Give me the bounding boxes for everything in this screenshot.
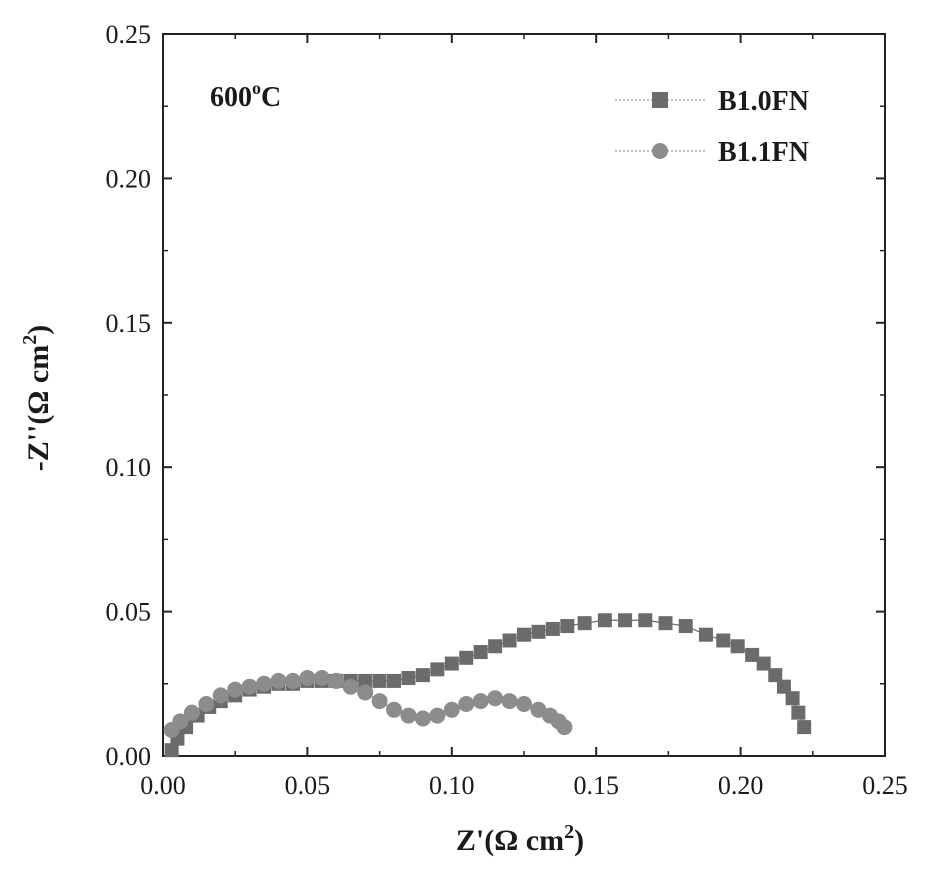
data-point-b10fn	[415, 668, 430, 683]
data-point-b10fn	[597, 613, 612, 628]
data-point-b10fn	[473, 645, 488, 660]
data-point-b10fn	[618, 613, 633, 628]
data-point-b11fn	[313, 670, 330, 687]
data-point-b11fn	[241, 678, 258, 695]
x-tick-label: 0.20	[718, 771, 764, 800]
data-point-b10fn	[776, 679, 791, 694]
data-point-b11fn	[458, 696, 475, 713]
data-point-b11fn	[212, 687, 229, 704]
data-point-b11fn	[198, 696, 215, 713]
data-point-b10fn	[560, 619, 575, 634]
data-point-b10fn	[387, 673, 402, 688]
y-tick-label: 0.15	[106, 309, 152, 338]
data-point-b11fn	[357, 684, 374, 701]
data-point-b11fn	[172, 713, 189, 730]
data-point-b10fn	[372, 673, 387, 688]
data-point-b10fn	[698, 627, 713, 642]
data-point-b10fn	[745, 647, 760, 662]
data-point-b11fn	[429, 707, 446, 724]
data-point-b11fn	[270, 672, 287, 689]
legend-label-b11fn: B1.1FN	[718, 137, 809, 168]
data-point-b11fn	[400, 707, 417, 724]
series-b11fn	[163, 670, 573, 739]
y-axis-title: -Z''(Ω cm2)	[19, 325, 55, 472]
data-point-b10fn	[658, 616, 673, 631]
data-point-b10fn	[768, 668, 783, 683]
data-point-b10fn	[791, 705, 806, 720]
data-point-b10fn	[430, 662, 445, 677]
data-point-b10fn	[785, 691, 800, 706]
data-point-b11fn	[299, 670, 316, 687]
data-point-b11fn	[516, 696, 532, 713]
data-point-b11fn	[227, 681, 244, 698]
x-tick-label: 0.00	[140, 771, 186, 800]
data-point-b11fn	[501, 693, 518, 710]
legend: B1.0FN B1.1FN	[615, 86, 809, 168]
data-point-b10fn	[545, 621, 560, 636]
data-point-b10fn	[459, 650, 474, 665]
data-point-b11fn	[284, 672, 301, 689]
y-tick-label: 0.10	[106, 453, 152, 482]
data-point-b10fn	[577, 616, 592, 631]
data-point-b10fn	[756, 656, 771, 671]
data-point-b11fn	[487, 690, 504, 707]
data-point-b10fn	[678, 619, 693, 634]
data-point-b10fn	[638, 613, 653, 628]
legend-marker-b11fn	[652, 143, 668, 159]
x-tick-label: 0.25	[862, 771, 908, 800]
y-tick-label: 0.00	[106, 742, 152, 771]
data-point-b10fn	[517, 627, 531, 642]
series-layer	[163, 613, 812, 758]
data-point-b10fn	[797, 720, 812, 735]
data-point-b11fn	[472, 693, 489, 710]
x-tick-label: 0.05	[285, 771, 331, 800]
data-point-b11fn	[371, 693, 388, 710]
legend-label-b10fn: B1.0FN	[718, 86, 809, 117]
legend-marker-b10fn	[652, 92, 668, 108]
x-axis-ticks: 0.00 0.05 0.10 0.15 0.20 0.25	[140, 34, 908, 800]
data-point-b11fn	[256, 675, 273, 692]
x-axis-title: Z'(Ω cm2)	[456, 821, 584, 857]
data-point-b10fn	[716, 633, 731, 648]
y-axis-ticks: 0.00 0.05 0.10 0.15 0.20 0.25	[106, 20, 885, 771]
temperature-annotation: 600oC	[210, 78, 281, 113]
x-tick-label: 0.15	[573, 771, 619, 800]
data-point-b10fn	[401, 671, 416, 686]
data-point-b11fn	[342, 678, 359, 695]
y-tick-label: 0.20	[106, 164, 152, 193]
data-point-b10fn	[164, 743, 179, 758]
data-point-b10fn	[531, 624, 546, 639]
data-point-b11fn	[328, 672, 345, 689]
data-point-b11fn	[443, 701, 460, 718]
data-point-b10fn	[444, 656, 459, 671]
data-point-b10fn	[730, 639, 745, 654]
data-point-b10fn	[502, 633, 517, 648]
data-point-b11fn	[414, 710, 431, 727]
data-point-b11fn	[183, 704, 200, 721]
data-point-b10fn	[488, 639, 503, 654]
x-tick-label: 0.10	[429, 771, 475, 800]
data-point-b10fn	[358, 673, 373, 688]
data-point-b11fn	[556, 719, 573, 736]
data-point-b11fn	[386, 701, 403, 718]
y-tick-label: 0.25	[106, 20, 152, 49]
y-tick-label: 0.05	[106, 598, 152, 627]
